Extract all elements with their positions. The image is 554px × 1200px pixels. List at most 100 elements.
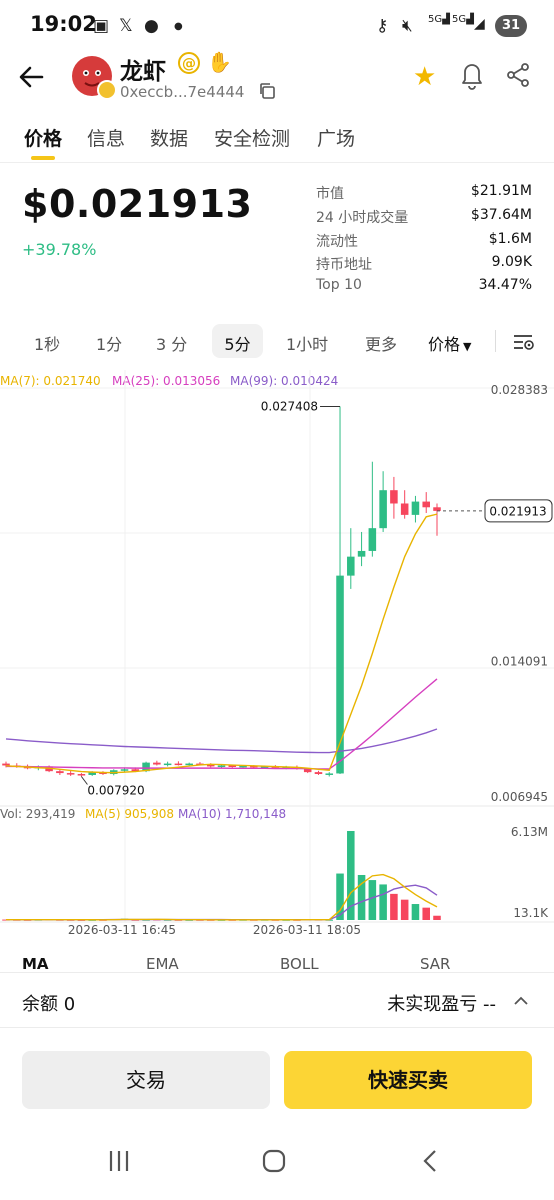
back-icon[interactable] bbox=[418, 1148, 444, 1178]
indicator-tab-sar[interactable]: SAR bbox=[420, 955, 451, 973]
candle bbox=[260, 766, 269, 768]
tab-price[interactable]: 价格 bbox=[24, 128, 63, 150]
dot-icon: ● bbox=[174, 21, 183, 32]
mute-icon: 🔇︎ bbox=[402, 16, 413, 36]
volume-legend: Vol: 293,419 bbox=[0, 807, 76, 821]
ma25-legend: MA(25): 0.013056 bbox=[112, 374, 221, 388]
volume-bar bbox=[357, 874, 366, 920]
recent-apps-icon[interactable] bbox=[106, 1148, 132, 1178]
chevron-up-icon[interactable] bbox=[512, 993, 530, 1007]
divider bbox=[495, 330, 496, 352]
interval-1s[interactable]: 1秒 bbox=[34, 335, 61, 354]
candle bbox=[88, 772, 96, 775]
home-icon[interactable] bbox=[261, 1148, 287, 1178]
volume-bar bbox=[433, 915, 441, 920]
ma99-line bbox=[5, 728, 438, 754]
candle bbox=[303, 768, 312, 773]
chart-settings-icon[interactable] bbox=[512, 332, 536, 352]
x-axis-label: 2026-03-11 18:05 bbox=[253, 923, 361, 937]
tab-indicator bbox=[31, 156, 55, 160]
wifi-signal-icon: ◢ bbox=[474, 16, 485, 32]
stat-value: $37.64M bbox=[470, 207, 532, 223]
stat-label: 市值 bbox=[316, 186, 344, 202]
candle bbox=[206, 764, 215, 767]
back-arrow-icon[interactable] bbox=[16, 60, 50, 94]
stat-label: Top 10 bbox=[316, 277, 362, 293]
candle bbox=[2, 763, 10, 766]
candle bbox=[411, 501, 420, 515]
interval-1h[interactable]: 1小时 bbox=[286, 335, 329, 354]
volume-bar bbox=[411, 904, 420, 920]
candle bbox=[347, 556, 355, 576]
trade-button[interactable]: 交易 bbox=[22, 1051, 270, 1109]
indicator-tab-ma[interactable]: MA bbox=[22, 955, 49, 973]
price-mode-label: 价格 bbox=[428, 335, 461, 354]
y-axis-label: 0.014091 bbox=[491, 654, 548, 668]
tab-security[interactable]: 安全检测 bbox=[214, 128, 291, 150]
candle bbox=[336, 575, 344, 774]
share-icon[interactable] bbox=[505, 62, 531, 88]
at-badge-icon[interactable]: @ bbox=[178, 52, 200, 74]
ma7-legend: MA(7): 0.021740 bbox=[0, 374, 101, 388]
quick-trade-button[interactable]: 快速买卖 bbox=[284, 1051, 532, 1109]
chain-badge-icon bbox=[97, 80, 117, 100]
interval-1m[interactable]: 1分 bbox=[96, 335, 123, 354]
tab-data[interactable]: 数据 bbox=[150, 128, 189, 150]
tab-square[interactable]: 广场 bbox=[317, 128, 356, 150]
token-title: 龙虾 bbox=[120, 59, 166, 85]
ma25-line bbox=[6, 678, 438, 770]
stat-value: 34.47% bbox=[478, 277, 532, 293]
price-chart[interactable]: 0.027408 0.007920 0.021913 0.028383 0.014091… bbox=[0, 370, 554, 940]
tab-info[interactable]: 信息 bbox=[87, 128, 126, 150]
wechat-icon: ● bbox=[144, 16, 159, 36]
candle bbox=[66, 773, 75, 775]
signal-5g-icon: 5G▟ bbox=[452, 14, 474, 25]
divider bbox=[0, 1027, 554, 1028]
copy-icon[interactable] bbox=[258, 82, 276, 100]
contract-address: 0xeccb...7e4444 bbox=[120, 83, 245, 101]
ma99-legend: MA(99): 0.010424 bbox=[230, 374, 339, 388]
bell-icon[interactable] bbox=[458, 60, 486, 90]
indicator-tab-ema[interactable]: EMA bbox=[146, 955, 179, 973]
candle bbox=[239, 765, 247, 768]
candle bbox=[120, 769, 129, 771]
volume-bar bbox=[422, 907, 430, 920]
candle bbox=[250, 765, 258, 768]
candle bbox=[325, 773, 334, 775]
volume-bar bbox=[379, 884, 387, 920]
candle bbox=[131, 769, 140, 772]
volume-axis-label: 13.1K bbox=[513, 906, 549, 920]
caret-down-icon: ▼ bbox=[463, 340, 472, 353]
current-price-label: 0.021913 bbox=[489, 504, 546, 518]
y-axis-label: 0.028383 bbox=[491, 383, 548, 397]
candle bbox=[228, 765, 237, 767]
low-marker-line bbox=[81, 776, 88, 785]
signal-5g-icon: 5G▟ bbox=[428, 14, 450, 25]
star-icon[interactable]: ★ bbox=[413, 62, 437, 92]
interval-5m[interactable]: 5分 bbox=[224, 335, 251, 354]
volume-axis-label: 6.13M bbox=[511, 825, 548, 839]
status-time: 19:02 bbox=[30, 12, 97, 36]
x-icon: 𝕏 bbox=[119, 16, 133, 36]
token-avatar bbox=[72, 56, 112, 96]
candle bbox=[357, 550, 366, 557]
balance-text: 余额 0 bbox=[22, 994, 76, 1015]
interval-more[interactable]: 更多 bbox=[365, 335, 398, 354]
candle bbox=[422, 501, 430, 508]
candle bbox=[379, 490, 387, 529]
stat-label: 持币地址 bbox=[316, 257, 372, 273]
current-price: $0.021913 bbox=[22, 182, 253, 226]
indicator-tab-boll[interactable]: BOLL bbox=[280, 955, 319, 973]
high-marker-label: 0.027408 bbox=[261, 399, 318, 413]
volume-ma5-legend: MA(5) 905,908 bbox=[85, 807, 174, 821]
divider bbox=[0, 972, 554, 973]
candle bbox=[400, 503, 409, 515]
price-mode-dropdown[interactable]: 价格 ▼ bbox=[428, 331, 471, 355]
candle bbox=[390, 490, 398, 504]
interval-3m[interactable]: 3 分 bbox=[156, 335, 188, 354]
candle bbox=[153, 762, 161, 765]
divider bbox=[0, 162, 554, 163]
ma7-line bbox=[5, 513, 438, 774]
x-axis-label: 2026-03-11 16:45 bbox=[68, 923, 176, 937]
status-bar: 19:02 ▣ 𝕏 ● ● ⚷ 🔇︎ 5G▟ 5G▟ ◢ 31 bbox=[0, 0, 554, 52]
